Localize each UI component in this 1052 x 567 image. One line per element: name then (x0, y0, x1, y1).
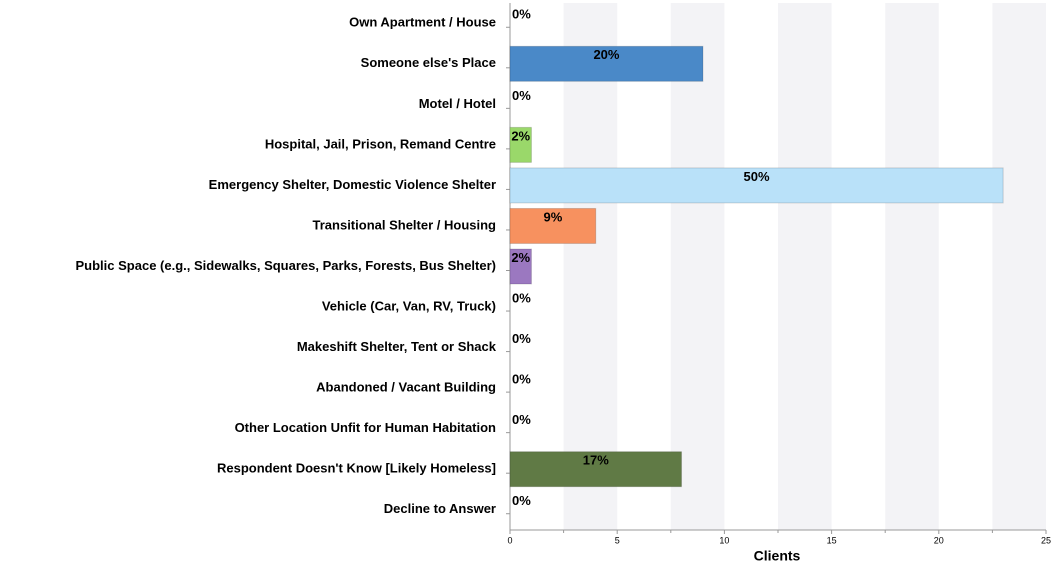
category-label: Own Apartment / House (349, 15, 496, 30)
x-axis-title: Clients (754, 548, 801, 564)
value-label: 2% (511, 250, 530, 265)
category-label: Makeshift Shelter, Tent or Shack (297, 339, 497, 354)
category-label: Other Location Unfit for Human Habitatio… (235, 420, 496, 435)
value-label: 50% (744, 169, 770, 184)
background-band (778, 3, 832, 530)
value-label: 0% (512, 372, 531, 387)
value-label: 0% (512, 412, 531, 427)
value-label: 17% (583, 453, 609, 468)
bar (509, 248, 532, 285)
background-band (992, 3, 1046, 530)
category-label: Transitional Shelter / Housing (313, 217, 497, 232)
value-label: 9% (543, 209, 562, 224)
value-label: 0% (512, 493, 531, 508)
value-label: 20% (593, 47, 619, 62)
value-label: 0% (512, 331, 531, 346)
category-label: Someone else's Place (361, 55, 496, 70)
category-label: Motel / Hotel (419, 96, 496, 111)
category-label: Abandoned / Vacant Building (316, 380, 496, 395)
bar (509, 167, 1004, 204)
x-tick-label: 10 (719, 535, 729, 545)
bar (509, 45, 704, 82)
bar (509, 451, 683, 488)
x-tick-label: 5 (615, 535, 620, 545)
bar (509, 207, 597, 244)
value-label: 0% (512, 290, 531, 305)
value-label: 2% (511, 128, 530, 143)
bar (509, 126, 532, 163)
x-tick-label: 15 (827, 535, 837, 545)
category-label: Respondent Doesn't Know [Likely Homeless… (217, 461, 496, 476)
category-label: Vehicle (Car, Van, RV, Truck) (322, 298, 496, 313)
background-band (563, 3, 618, 530)
background-band (885, 3, 939, 530)
category-label: Decline to Answer (384, 501, 496, 516)
x-tick-label: 25 (1041, 535, 1051, 545)
value-label: 0% (512, 7, 531, 22)
background-band (670, 3, 725, 530)
x-tick-label: 0 (507, 535, 512, 545)
category-label: Hospital, Jail, Prison, Remand Centre (265, 136, 496, 151)
category-label: Emergency Shelter, Domestic Violence She… (209, 177, 496, 192)
category-label: Public Space (e.g., Sidewalks, Squares, … (76, 258, 497, 273)
value-label: 0% (512, 88, 531, 103)
x-tick-label: 20 (934, 535, 944, 545)
